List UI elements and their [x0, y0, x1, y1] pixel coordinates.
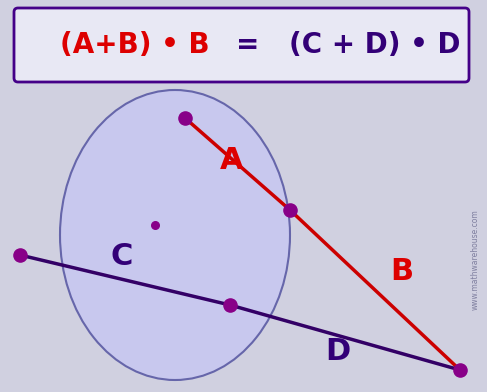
Ellipse shape: [60, 90, 290, 380]
Text: =: =: [236, 31, 260, 59]
Point: [181, 115, 189, 121]
FancyBboxPatch shape: [14, 8, 469, 82]
Point: [16, 252, 24, 258]
Point: [226, 302, 234, 308]
Text: C: C: [110, 242, 132, 271]
Point: [151, 222, 159, 228]
Text: (C + D) • D: (C + D) • D: [289, 31, 461, 59]
Text: A: A: [220, 146, 243, 175]
Point: [456, 367, 464, 373]
Text: (A+B) • B: (A+B) • B: [60, 31, 210, 59]
Text: D: D: [325, 336, 350, 365]
Point: [286, 207, 294, 213]
Text: www.mathwarehouse.com: www.mathwarehouse.com: [470, 210, 480, 310]
Text: B: B: [390, 257, 413, 286]
